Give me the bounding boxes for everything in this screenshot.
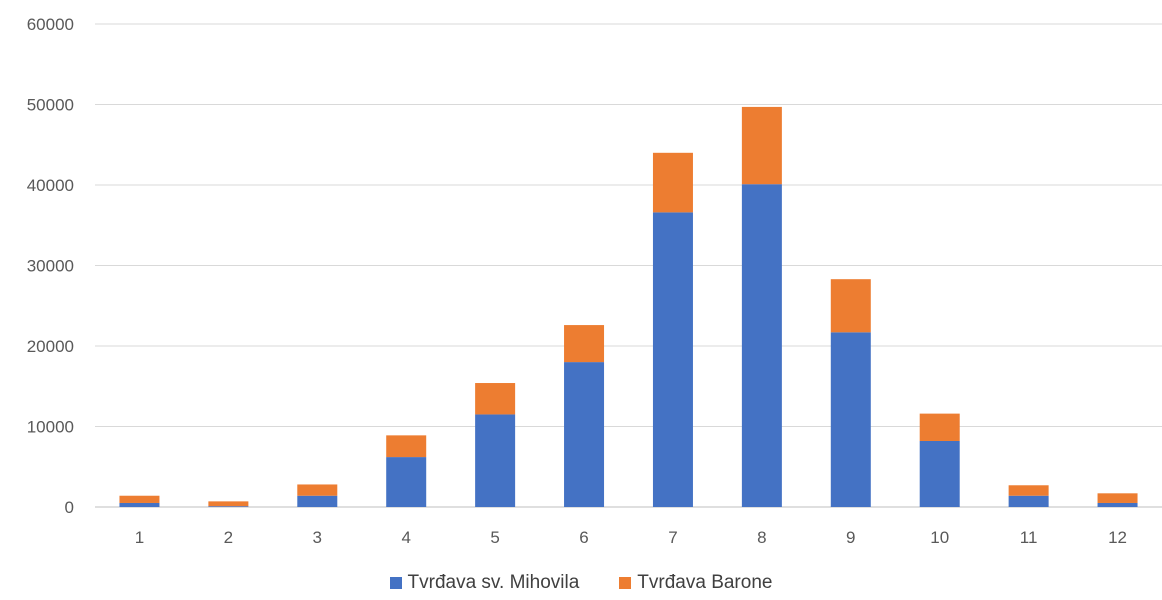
- y-tick-label: 10000: [27, 418, 74, 437]
- x-tick-label: 3: [313, 528, 322, 547]
- bar-series-1-cat-7: [652, 212, 693, 507]
- bar-series-1-cat-4: [386, 457, 427, 507]
- y-tick-label: 0: [65, 498, 74, 517]
- bar-series-2-cat-5: [475, 383, 516, 415]
- x-tick-label: 7: [668, 528, 677, 547]
- x-tick-label: 8: [757, 528, 766, 547]
- x-tick-label: 4: [401, 528, 410, 547]
- bar-series-2-cat-2: [208, 501, 249, 507]
- bar-series-1-cat-6: [564, 362, 605, 507]
- bar-series-2-cat-1: [119, 495, 160, 503]
- x-tick-label: 9: [846, 528, 855, 547]
- bar-series-2-cat-11: [1008, 485, 1049, 496]
- bar-series-2-cat-4: [386, 435, 427, 458]
- x-tick-label: 10: [930, 528, 949, 547]
- bar-series-1-cat-9: [830, 332, 871, 507]
- legend-swatch-series-1: [389, 577, 402, 589]
- bar-series-2-cat-3: [297, 484, 338, 496]
- y-tick-label: 20000: [27, 337, 74, 356]
- gridlines: [95, 23, 1162, 508]
- y-tick-label: 40000: [27, 176, 74, 195]
- x-tick-label: 2: [224, 528, 233, 547]
- bar-series-2-cat-6: [564, 325, 605, 363]
- bar-series-1-cat-8: [741, 184, 782, 507]
- bars: [119, 106, 1138, 507]
- x-tick-label: 1: [135, 528, 144, 547]
- bar-series-1-cat-11: [1008, 495, 1049, 507]
- y-axis-ticks: 0 10000 20000 30000 40000 50000 60000: [27, 15, 74, 517]
- legend-item-series-2: Tvrđava Barone: [619, 572, 772, 594]
- bar-series-1-cat-5: [475, 414, 516, 507]
- x-axis-ticks: 1 2 3 4 5 6 7 8 9 10 11 12: [135, 528, 1127, 547]
- y-tick-label: 60000: [27, 15, 74, 34]
- bar-series-1-cat-10: [919, 440, 960, 507]
- bar-series-2-cat-7: [652, 152, 693, 213]
- x-tick-label: 11: [1020, 528, 1038, 547]
- y-tick-label: 50000: [27, 96, 74, 115]
- bar-series-2-cat-9: [830, 279, 871, 333]
- x-tick-label: 5: [490, 528, 499, 547]
- legend-label-series-1: Tvrđava sv. Mihovila: [407, 572, 580, 593]
- y-tick-label: 30000: [27, 257, 74, 276]
- bar-series-1-cat-12: [1097, 502, 1138, 507]
- x-tick-label: 6: [579, 528, 588, 547]
- legend-label-series-2: Tvrđava Barone: [637, 572, 773, 593]
- bar-series-1-cat-3: [297, 495, 338, 507]
- legend: Tvrđava sv. Mihovila Tvrđava Barone: [0, 572, 1162, 594]
- legend-item-series-1: Tvrđava sv. Mihovila: [389, 572, 580, 594]
- bar-series-2-cat-12: [1097, 493, 1138, 503]
- bar-series-1-cat-2: [208, 506, 249, 507]
- legend-swatch-series-2: [619, 577, 632, 589]
- bar-series-2-cat-8: [741, 106, 782, 185]
- x-tick-label: 12: [1108, 528, 1127, 547]
- bar-series-1-cat-1: [119, 502, 160, 507]
- bar-series-2-cat-10: [919, 413, 960, 441]
